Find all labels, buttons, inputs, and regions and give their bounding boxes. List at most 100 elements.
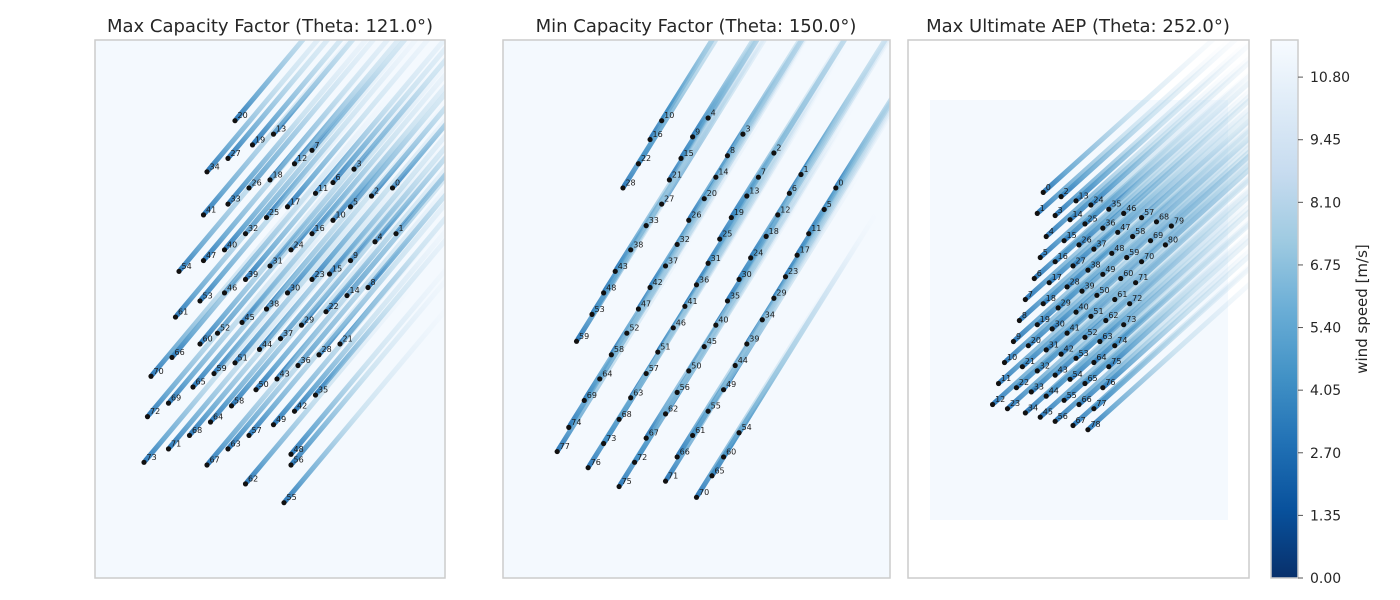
turbine-label-49: 49 [726, 380, 736, 389]
wake-48 [290, 254, 445, 455]
wake-17 [286, 40, 445, 208]
wake-14 [1069, 44, 1249, 221]
turbine-marker-34 [204, 169, 210, 175]
wake-68 [188, 235, 358, 437]
turbine-marker-44 [1043, 393, 1049, 399]
wake-77 [556, 230, 697, 452]
turbine-marker-78 [1085, 427, 1091, 433]
turbine-marker-4 [705, 115, 711, 121]
turbine-label-12: 12 [297, 154, 307, 163]
turbine-label-71: 71 [171, 439, 181, 448]
turbine-marker-36 [1100, 225, 1106, 231]
turbine-label-68: 68 [192, 426, 202, 435]
turbine-label-57: 57 [252, 426, 262, 435]
turbine-marker-13 [744, 193, 750, 199]
turbine-marker-16 [309, 231, 315, 237]
wake-24 [1090, 40, 1249, 206]
turbine-label-13: 13 [1079, 191, 1089, 200]
turbine-marker-8 [365, 284, 371, 291]
turbine-marker-62 [242, 481, 249, 487]
turbine-label-0: 0 [1046, 183, 1051, 192]
turbine-marker-29 [771, 295, 777, 301]
turbine-marker-67 [643, 435, 649, 441]
turbine-marker-1 [393, 231, 399, 237]
wake-30 [286, 93, 445, 294]
turbine-label-20: 20 [707, 189, 717, 198]
colorbar-tick-label: 0.00 [1310, 571, 1341, 587]
turbine-marker-76 [1100, 385, 1106, 391]
colorbar-tick-label: 6.75 [1310, 258, 1341, 274]
turbine-label-14: 14 [1073, 210, 1083, 219]
turbine-label-5: 5 [827, 200, 832, 209]
turbine-marker-62 [662, 411, 669, 417]
turbine-label-10: 10 [664, 111, 674, 120]
turbine-label-53: 53 [1079, 349, 1089, 358]
turbine-marker-24 [1088, 202, 1094, 208]
turbine-label-43: 43 [1058, 366, 1068, 375]
turbine-label-7: 7 [315, 141, 320, 150]
turbine-marker-57 [1138, 215, 1145, 221]
turbine-label-50: 50 [1099, 286, 1109, 295]
turbine-marker-57 [643, 370, 649, 377]
turbine-marker-4 [1043, 233, 1049, 240]
turbine-label-23: 23 [1010, 399, 1020, 408]
wake-42 [1060, 179, 1249, 355]
turbine-label-21: 21 [1025, 357, 1035, 366]
turbine-label-40: 40 [227, 240, 237, 249]
wake-49 [272, 224, 442, 426]
turbine-marker-31 [705, 260, 711, 266]
turbine-label-51: 51 [238, 353, 248, 362]
turbine-marker-46 [221, 290, 228, 296]
turbine-marker-68 [186, 432, 193, 439]
turbine-label-57: 57 [649, 364, 659, 373]
turbine-label-24: 24 [753, 248, 763, 257]
turbine-label-8: 8 [730, 146, 735, 155]
wake-67 [206, 265, 376, 466]
turbine-marker-39 [242, 276, 249, 283]
turbine-marker-0 [389, 185, 396, 191]
turbine-marker-64 [207, 419, 214, 425]
turbine-marker-52 [624, 330, 630, 336]
colorbar-tick-label: 4.05 [1310, 383, 1341, 399]
turbine-marker-20 [701, 196, 707, 202]
turbine-marker-16 [1052, 259, 1058, 265]
turbine-marker-74 [566, 424, 572, 430]
turbine-label-65: 65 [196, 378, 206, 387]
turbine-label-33: 33 [231, 195, 241, 204]
turbine-label-39: 39 [248, 270, 258, 279]
turbine-marker-19 [249, 142, 256, 148]
turbine-label-49: 49 [276, 415, 286, 424]
turbine-marker-49 [1100, 271, 1106, 277]
turbine-label-33: 33 [1034, 382, 1044, 391]
axes-frame [94, 39, 446, 579]
turbine-label-55: 55 [711, 402, 721, 411]
turbine-label-56: 56 [294, 456, 304, 465]
turbine-marker-17 [794, 252, 800, 258]
turbine-label-21: 21 [672, 170, 682, 179]
turbine-marker-36 [693, 282, 700, 288]
wake-10 [332, 40, 445, 221]
colorbar-gradient [1271, 40, 1298, 578]
turbine-label-45: 45 [1043, 408, 1053, 417]
turbine-marker-48 [288, 451, 294, 457]
wake-35 [726, 80, 867, 302]
turbine-label-13: 13 [749, 187, 759, 196]
turbine-marker-11 [312, 190, 319, 196]
wake-28 [621, 40, 762, 189]
turbine-label-60: 60 [203, 334, 213, 343]
turbine-marker-28 [316, 352, 322, 358]
wake-66 [675, 236, 817, 458]
turbine-marker-5 [347, 204, 354, 210]
turbine-label-65: 65 [1087, 374, 1097, 383]
wake-19 [251, 40, 421, 146]
wake-4 [374, 41, 445, 243]
turbine-label-47: 47 [641, 300, 651, 309]
wake-66 [171, 157, 341, 359]
turbine-label-4: 4 [1049, 227, 1054, 236]
turbine-marker-7 [309, 147, 315, 153]
turbine-label-25: 25 [722, 230, 732, 239]
turbine-marker-26 [246, 185, 252, 191]
turbine-label-22: 22 [1019, 378, 1029, 387]
wake-20 [234, 40, 404, 122]
